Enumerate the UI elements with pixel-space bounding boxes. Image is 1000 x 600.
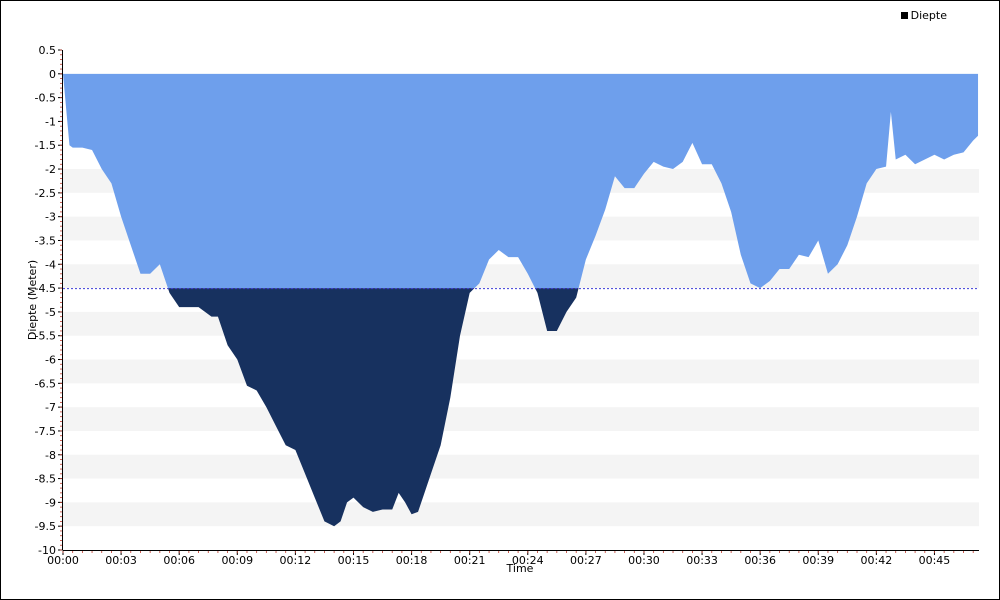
x-tick-label: 00:24 [512, 554, 544, 567]
y-tick-label: -2.5 [35, 187, 56, 200]
x-tick-label: 00:33 [686, 554, 718, 567]
grid-band [63, 454, 979, 479]
y-tick-label: -5.5 [35, 330, 56, 343]
x-axis-label: Time [506, 562, 534, 575]
area-layer [63, 73, 979, 527]
x-axis: 00:00 00:03 00:06 00:09 00:12 00:15 00:18 00:21… [47, 550, 979, 567]
x-tick-label: 00:03 [105, 554, 137, 567]
y-tick-label: -5 [45, 306, 56, 319]
legend-label: Diepte [910, 9, 947, 22]
x-tick-label: 00:30 [628, 554, 660, 567]
y-tick-label: 0 [49, 68, 56, 81]
y-tick-label: -8.5 [35, 473, 56, 486]
y-tick-label: -8 [45, 449, 56, 462]
grid-band [63, 359, 979, 384]
y-tick-label: -0.5 [35, 92, 56, 105]
x-tick-label: 00:21 [454, 554, 486, 567]
y-axis-label: Diepte (Meter) [26, 260, 39, 340]
y-tick-label: -1 [45, 115, 56, 128]
x-tick-label: 00:09 [221, 554, 253, 567]
y-axis: 0.5 0 -0.5 -1 -1.5 -2 -2.5 -3 -3.5 -4 -4.5 -5 -5.5 -6… [35, 44, 63, 557]
x-tick-label: 00:06 [163, 554, 195, 567]
y-tick-label: -3 [45, 211, 56, 224]
y-tick-label: 0.5 [39, 44, 57, 57]
grid-band [63, 407, 979, 431]
y-tick-label: -6 [45, 354, 56, 367]
legend: Diepte [900, 9, 947, 22]
y-tick-label: -2 [45, 163, 56, 176]
y-tick-label: -9.5 [35, 520, 56, 533]
y-tick-label: -7.5 [35, 425, 56, 438]
x-tick-label: 00:42 [861, 554, 893, 567]
x-tick-label: 00:12 [280, 554, 312, 567]
x-tick-label: 00:00 [47, 554, 79, 567]
x-tick-label: 00:18 [396, 554, 428, 567]
x-tick-label: 00:45 [919, 554, 951, 567]
y-tick-label: -1.5 [35, 139, 56, 152]
x-tick-label: 00:15 [338, 554, 370, 567]
x-tick-label: 00:36 [744, 554, 776, 567]
y-tick-label: -9 [45, 496, 56, 509]
y-tick-label: -3.5 [35, 234, 56, 247]
legend-swatch [900, 12, 908, 19]
x-tick-label: 00:27 [570, 554, 602, 567]
y-tick-label: -6.5 [35, 377, 56, 390]
x-tick-label: 00:39 [802, 554, 834, 567]
y-tick-label: -4 [45, 258, 56, 271]
y-tick-label: -10 [38, 544, 56, 557]
depth-area-shallow [63, 73, 979, 289]
grid-band [63, 502, 979, 527]
depth-area-deep [167, 288, 579, 527]
y-tick-label: -4.5 [35, 282, 56, 295]
y-tick-label: -7 [45, 401, 56, 414]
grid-band [63, 311, 979, 336]
